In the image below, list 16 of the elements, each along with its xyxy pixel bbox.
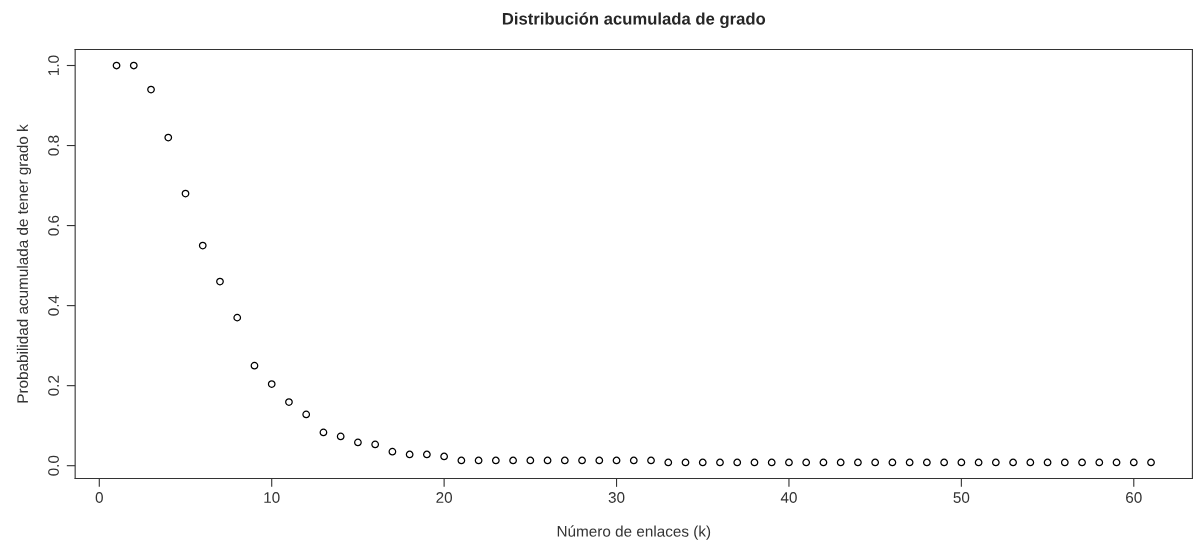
y-tick-label: 0.0	[48, 455, 59, 476]
x-tick-label: 10	[264, 492, 280, 503]
x-axis-title: Número de enlaces (k)	[557, 525, 711, 540]
chart-title: Distribución acumulada de grado	[502, 12, 766, 29]
y-tick-label: 0.2	[48, 375, 59, 396]
x-tick-label: 60	[1126, 492, 1142, 503]
x-tick-label: 0	[95, 492, 103, 503]
x-tick-label: 20	[436, 492, 453, 503]
y-tick-label: 0.6	[48, 215, 59, 236]
x-tick-label: 30	[608, 492, 625, 503]
y-tick-label: 0.4	[48, 295, 59, 316]
x-tick-label: 50	[953, 492, 970, 503]
x-tick-label: 40	[780, 492, 797, 503]
y-axis-title: Probabilidad acumulada de tener grado k	[16, 124, 32, 403]
y-tick-label: 0.8	[48, 135, 59, 156]
y-tick-label: 1.0	[48, 55, 59, 75]
